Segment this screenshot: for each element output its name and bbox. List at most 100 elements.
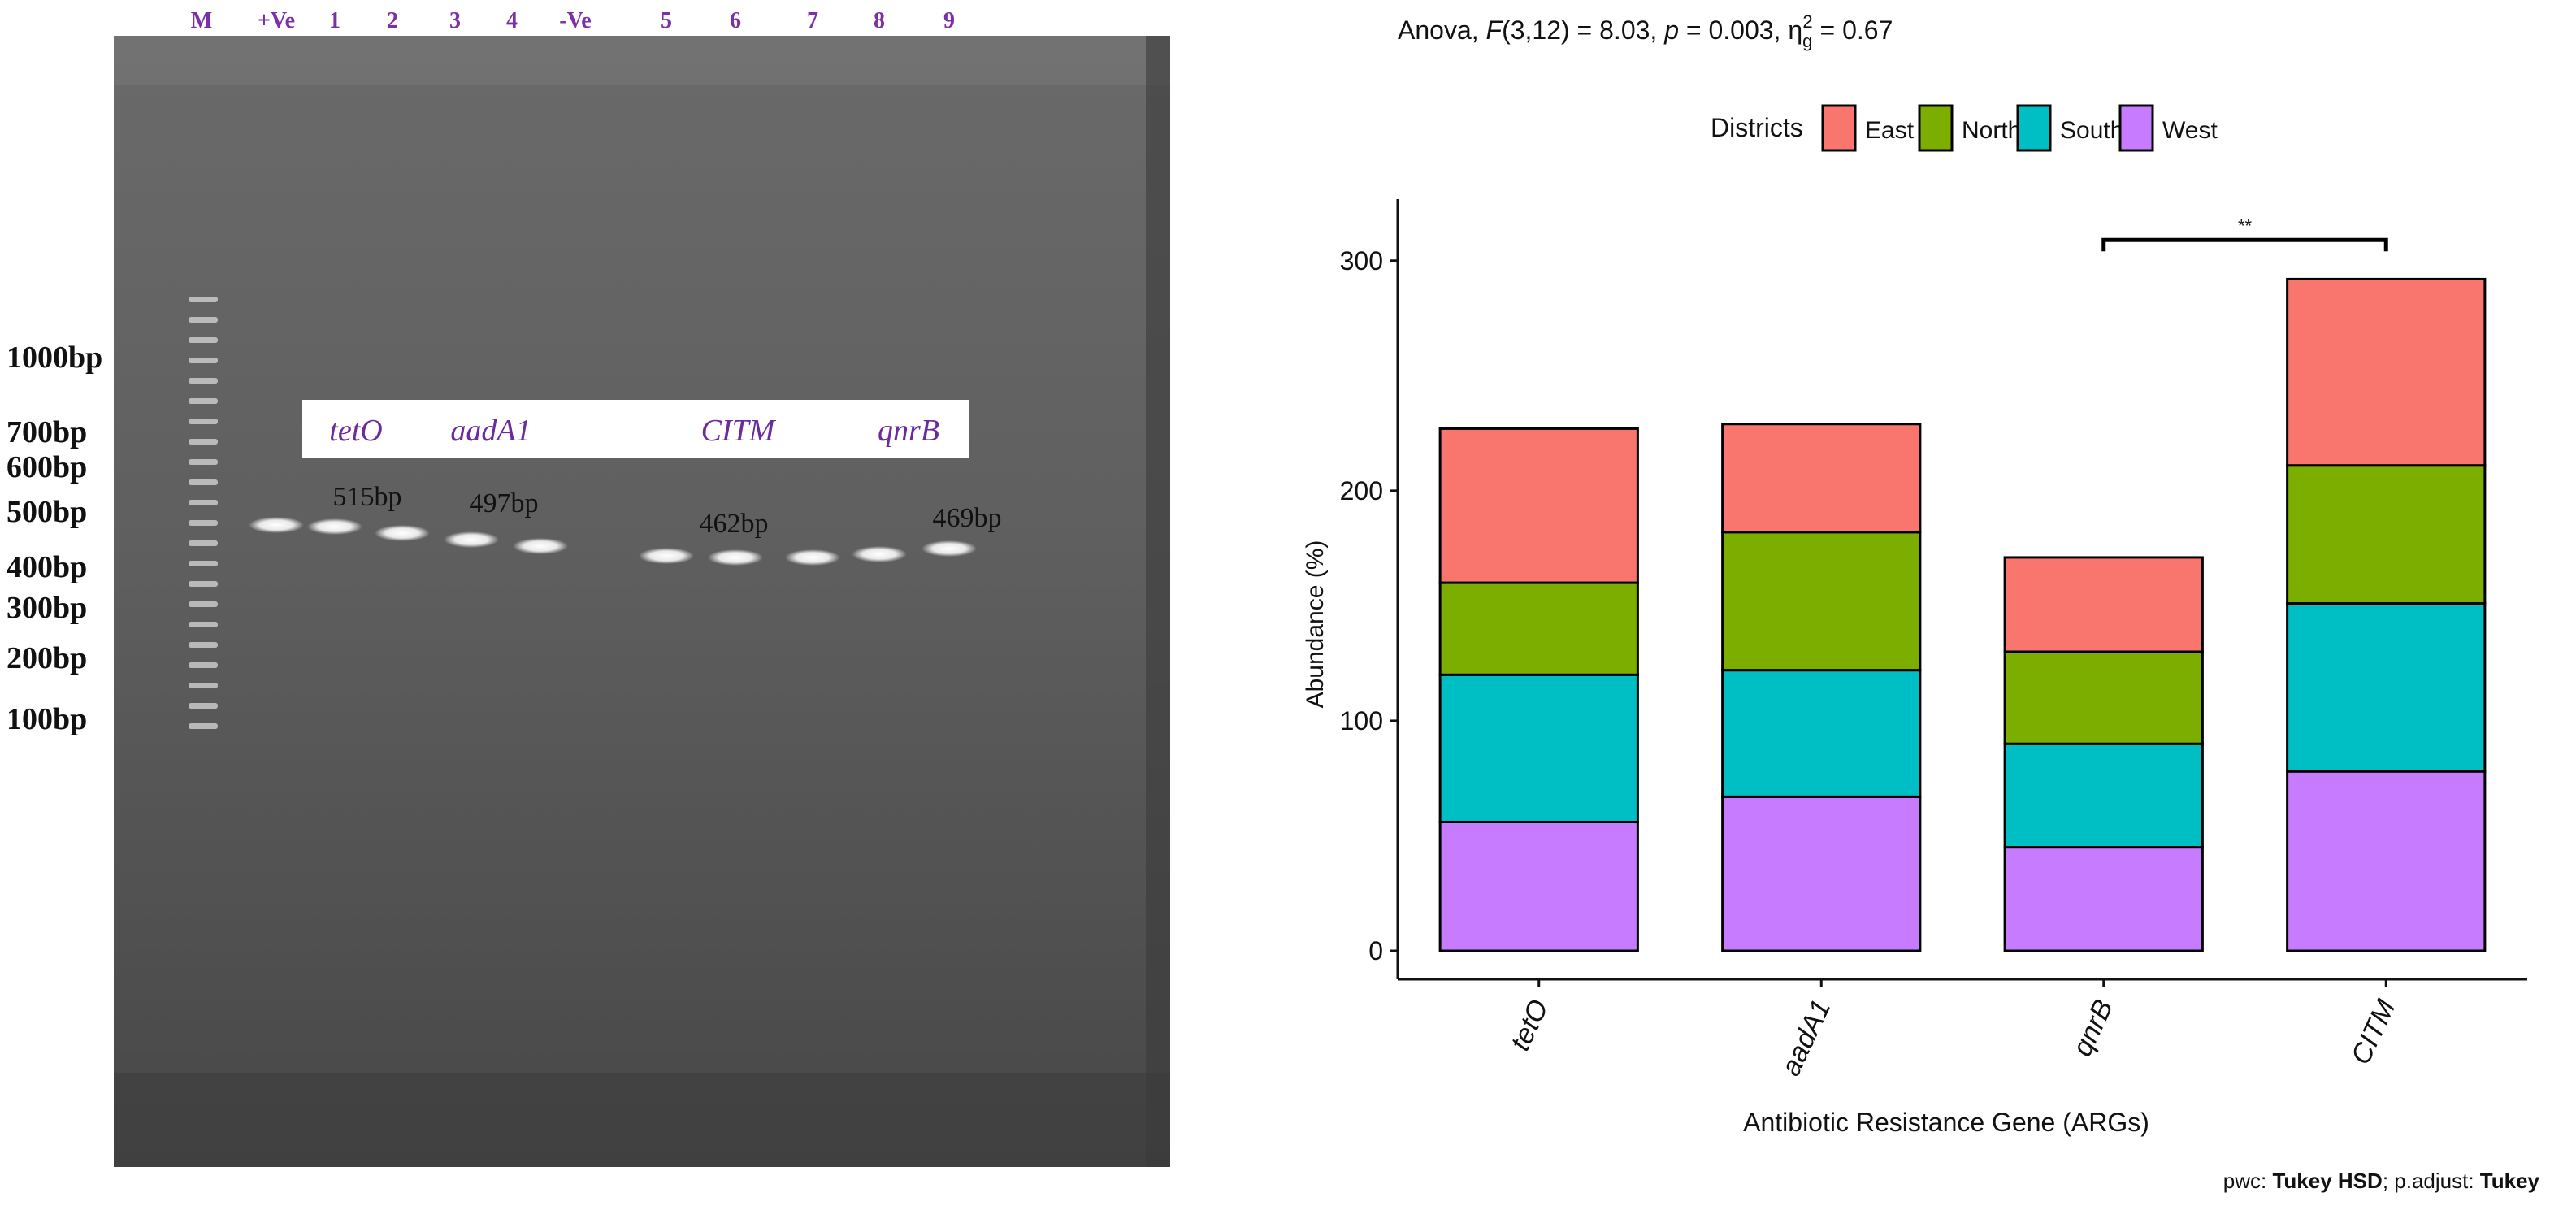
ladder-band <box>189 358 218 363</box>
stacked-bar-chart: Anova, F(3,12) = 8.03, p = 0.003, ηg2 = … <box>1302 11 2540 1193</box>
bar-segment <box>2286 464 2487 605</box>
ladder-band <box>189 601 218 607</box>
ladder-band <box>189 378 218 384</box>
lane-label: 5 <box>661 8 672 33</box>
ladder-band <box>189 317 218 323</box>
footer-text: pwc: Tukey HSD; p.adjust: Tukey <box>2223 1169 2540 1193</box>
ladder-size-label: 100bp <box>7 702 87 736</box>
ladder-size-label: 500bp <box>7 495 87 529</box>
x-tick-label: aadA1 <box>1776 995 1837 1080</box>
dna-band <box>639 548 694 564</box>
ladder-size-label: 1000bp <box>7 341 102 375</box>
dna-band <box>852 546 907 562</box>
bar-segment <box>2003 556 2204 653</box>
lane-label: 3 <box>449 8 461 33</box>
dna-band <box>307 518 362 535</box>
ladder-band <box>189 662 218 668</box>
ladder-band <box>189 622 218 627</box>
dna-band <box>708 549 763 566</box>
x-axis-label: Antibiotic Resistance Gene (ARGs) <box>1743 1108 2149 1137</box>
stacked-bar-chart-panel: Anova, F(3,12) = 8.03, p = 0.003, ηg2 = … <box>1300 0 2576 1202</box>
legend-swatch <box>1918 104 1954 152</box>
bar-segment <box>2286 277 2487 467</box>
ladder-band <box>189 459 218 465</box>
gene-label-box <box>302 400 969 458</box>
bar-segment <box>1721 795 1922 952</box>
lane-label: 9 <box>943 8 955 33</box>
gene-label: qnrB <box>878 414 939 448</box>
lane-label: -Ve <box>559 8 591 33</box>
ladder-size-label: 400bp <box>7 550 87 584</box>
gel-right-edge <box>1146 36 1170 1167</box>
legend-label: South <box>2060 117 2123 144</box>
ladder-band <box>189 703 218 709</box>
lane-label: 8 <box>874 8 885 33</box>
lane-label: 1 <box>329 8 340 33</box>
lane-label: M <box>191 8 212 33</box>
significance-bracket <box>2101 237 2388 252</box>
ladder-band <box>189 561 218 566</box>
legend-label: West <box>2162 117 2218 144</box>
band-size-label: 515bp <box>333 482 402 512</box>
dna-band <box>444 531 499 548</box>
ladder-band <box>189 398 218 404</box>
legend-label: East <box>1865 117 1915 144</box>
legend-swatch <box>2016 104 2052 152</box>
bar-segment <box>1438 673 1639 823</box>
ladder-size-label: 600bp <box>7 450 87 484</box>
bar-segment <box>1438 820 1639 952</box>
bar-segment <box>2003 846 2204 952</box>
gene-label: aadA1 <box>450 414 531 448</box>
ladder-band <box>189 479 218 485</box>
ladder-band <box>189 297 218 302</box>
bar-segment <box>1438 581 1639 676</box>
band-size-label: 462bp <box>700 509 769 539</box>
ladder-size-label: 200bp <box>7 641 87 675</box>
dna-band <box>922 540 977 557</box>
gel-electrophoresis-panel: M +Ve 1 2 3 4 -Ve 5 6 7 8 9 1000bp 700bp 600bp 500bp 40… <box>0 0 1186 1202</box>
legend-swatch <box>1821 104 1857 152</box>
ladder-size-label: 700bp <box>7 415 87 449</box>
y-axis-label: Abundance (%) <box>1302 540 1329 709</box>
ladder-band <box>189 581 218 587</box>
x-tick-label: qnrB <box>2066 995 2119 1061</box>
legend-title: Districts <box>1711 113 1803 142</box>
dna-band <box>785 549 840 566</box>
ladder-band <box>189 419 218 424</box>
bar-segment <box>1721 669 1922 798</box>
plot-area: 0 100 200 300 tetO aadA1 qnrB CITM ** <box>1340 199 2527 1080</box>
y-tick-label: 300 <box>1340 246 1383 275</box>
ladder-band <box>189 683 218 688</box>
ladder-band <box>189 723 218 729</box>
bar-segment <box>2286 770 2487 952</box>
gel-bottom-shadow <box>114 1073 1170 1167</box>
x-tick-label: CITM <box>2345 995 2402 1069</box>
legend: East North South West <box>1821 104 2218 152</box>
bar-segment <box>2286 602 2487 773</box>
ladder-band <box>189 500 218 505</box>
ladder-band <box>189 439 218 445</box>
bar-segment <box>1438 427 1639 584</box>
y-tick-label: 0 <box>1368 936 1383 965</box>
dna-band <box>513 538 568 554</box>
band-size-label: 497bp <box>470 488 539 518</box>
bar-segment <box>2003 742 2204 849</box>
lane-label: 7 <box>807 8 818 33</box>
legend-swatch <box>2118 104 2154 152</box>
legend-label: North <box>1962 117 2021 144</box>
lane-label: 6 <box>730 8 741 33</box>
bar-segment <box>2003 650 2204 745</box>
gene-label: CITM <box>701 414 777 448</box>
x-tick-label: tetO <box>1504 995 1555 1055</box>
gene-label: tetO <box>329 414 382 448</box>
dna-band <box>375 525 430 541</box>
anova-stats-text: Anova, F(3,12) = 8.03, p = 0.003, ηg2 = … <box>1398 11 1893 51</box>
ladder-size-label: 300bp <box>7 591 87 625</box>
significance-label: ** <box>2238 215 2253 236</box>
lane-label: 2 <box>387 8 398 33</box>
bar-segment <box>1721 423 1922 534</box>
lane-label: 4 <box>506 8 518 33</box>
ladder-band <box>189 540 218 546</box>
ladder-band <box>189 520 218 526</box>
